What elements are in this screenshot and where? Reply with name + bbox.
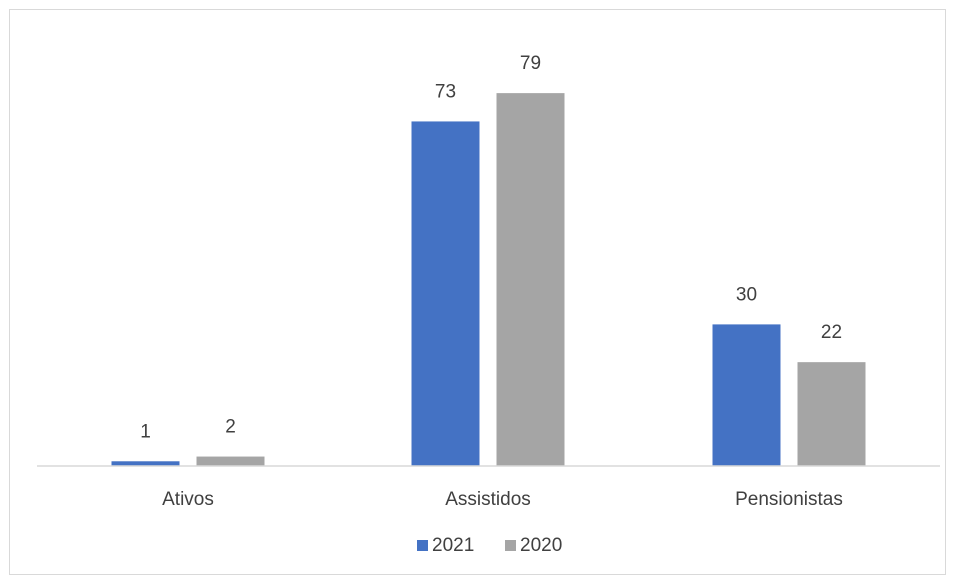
bar-assistidos-2020 [496,93,565,467]
bar-pensionistas-2021 [712,324,781,466]
data-label-ativos-2021: 1 [140,421,151,442]
bar-ativos-2020 [196,456,265,466]
category-labels-layer: Ativos Assistidos Pensionistas [162,489,843,510]
category-label-pensionistas: Pensionistas [735,489,843,510]
data-labels-layer: 1 2 73 79 30 22 [140,53,842,442]
data-label-assistidos-2020: 79 [520,53,541,74]
legend-label-2020: 2020 [520,535,562,556]
legend-swatch-2021 [417,540,428,551]
category-label-assistidos: Assistidos [445,489,531,510]
data-label-pensionistas-2021: 30 [736,284,757,305]
bar-assistidos-2021 [411,121,480,466]
legend-swatch-2020 [505,540,516,551]
data-label-ativos-2020: 2 [225,417,236,438]
data-label-assistidos-2021: 73 [435,81,456,102]
category-label-ativos: Ativos [162,489,214,510]
data-label-pensionistas-2020: 22 [821,322,842,343]
bar-ativos-2021 [111,461,180,466]
bar-pensionistas-2020 [797,362,866,466]
bars-layer [111,93,866,467]
legend-label-2021: 2021 [432,535,474,556]
legend: 2021 2020 [417,535,562,556]
